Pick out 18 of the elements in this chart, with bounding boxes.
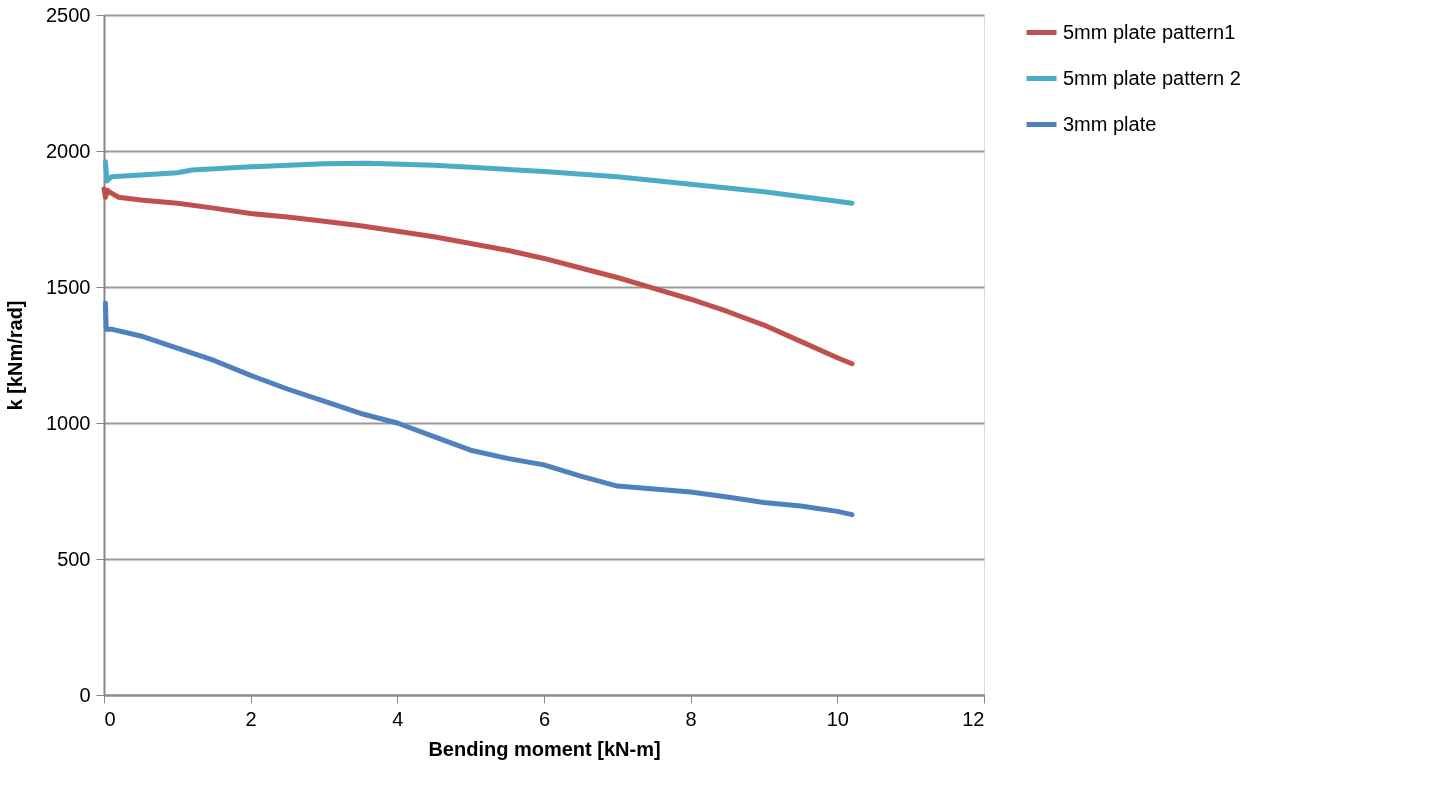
y-tick-label: 500	[57, 547, 91, 570]
y-tick-label: 2000	[46, 139, 91, 162]
x-tick-label: 8	[685, 707, 697, 730]
y-tick-label: 2500	[46, 3, 91, 26]
x-tick-label: 6	[538, 707, 551, 730]
x-tick-label: 10	[826, 707, 849, 730]
x-axis-title: Bending moment [kN-m]	[428, 737, 661, 760]
legend-label: 5mm plate pattern1	[1063, 20, 1236, 43]
legend-label: 3mm plate	[1063, 112, 1157, 135]
x-tick-label: 2	[245, 707, 257, 730]
x-tick-label: 12	[962, 707, 985, 730]
y-tick-label: 1500	[46, 275, 91, 298]
y-axis-title: k [kNm/rad]	[4, 300, 27, 411]
x-tick-label: 0	[104, 707, 116, 730]
y-tick-label: 0	[79, 683, 91, 706]
legend-label: 5mm plate pattern 2	[1063, 66, 1241, 89]
y-tick-label: 1000	[46, 411, 91, 434]
x-tick-label: 4	[392, 707, 404, 730]
